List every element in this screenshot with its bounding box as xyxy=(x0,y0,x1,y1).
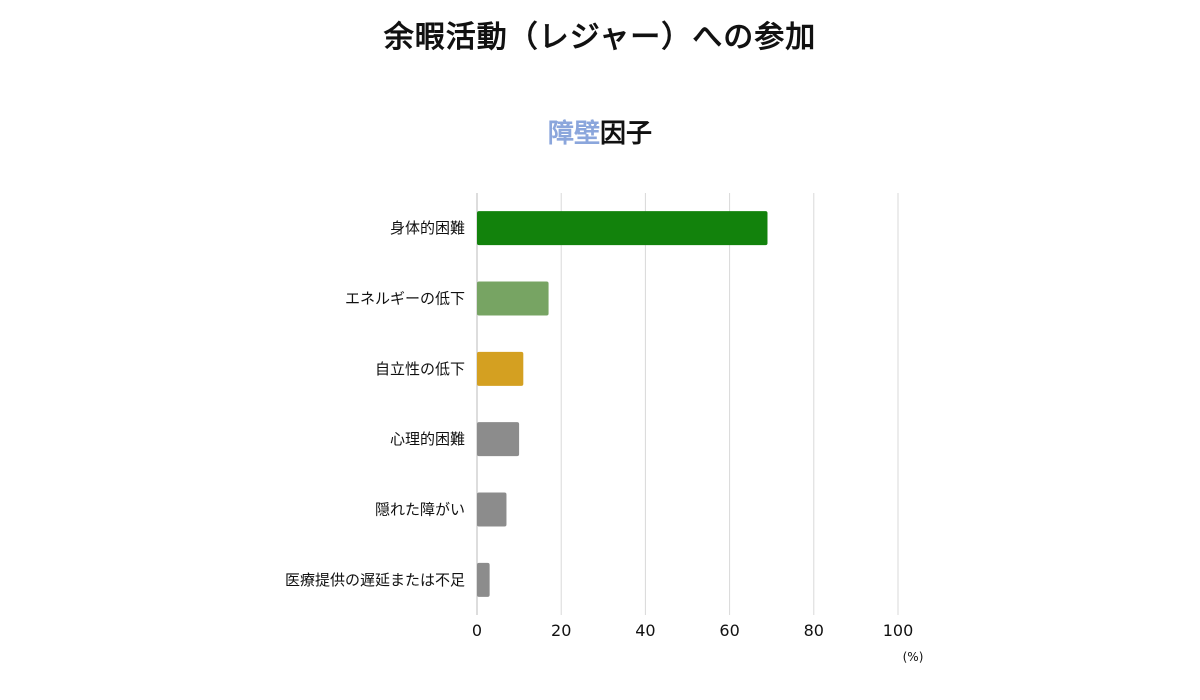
x-tick-label: 40 xyxy=(635,621,655,640)
category-label: 心理的困難 xyxy=(390,430,465,448)
x-tick-label: 0 xyxy=(472,621,482,640)
bar xyxy=(477,211,768,246)
category-label: 隠れた障がい xyxy=(375,501,465,519)
x-tick-label: 20 xyxy=(551,621,571,640)
chart-subtitle: 障壁因子 xyxy=(0,113,1200,150)
category-label: エネルギーの低下 xyxy=(345,290,465,308)
category-label: 自立性の低下 xyxy=(375,360,465,378)
bar xyxy=(477,562,490,597)
x-tick-label: 80 xyxy=(804,621,824,640)
category-label: 身体的困難 xyxy=(390,219,465,237)
subtitle-rest: 因子 xyxy=(600,119,653,149)
category-label: 医療提供の遅延または不足 xyxy=(285,571,465,589)
bar xyxy=(477,492,507,527)
bar xyxy=(477,281,549,316)
page-title: 余暇活動（レジャー）への参加 xyxy=(383,20,817,55)
bar xyxy=(477,422,520,457)
x-tick-label: 60 xyxy=(719,621,739,640)
unit-label: (%) xyxy=(903,650,924,664)
x-tick-label: 100 xyxy=(883,621,914,640)
bar xyxy=(477,351,524,386)
subtitle-accent: 障壁 xyxy=(547,119,600,149)
